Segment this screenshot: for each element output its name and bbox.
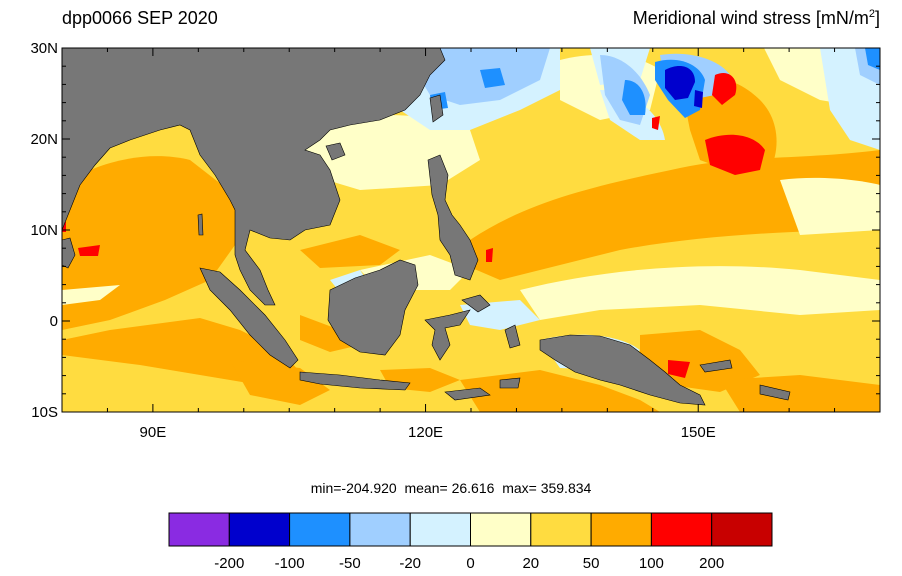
- stat-min: -204.920: [341, 480, 397, 496]
- lat-tick-label: 10N: [30, 222, 58, 239]
- lat-tick-label: 0: [50, 313, 58, 330]
- field-100-200: [62, 72, 765, 378]
- longitude-axis: 90E 120E 150E: [61, 48, 881, 441]
- variable-title: Meridional wind stress [mN/m2]: [632, 8, 880, 28]
- stat-mean: 26.616: [447, 480, 495, 496]
- field-minus200-minus100: [665, 66, 703, 108]
- map-panel: [62, 48, 880, 412]
- lon-tick-label: 150E: [681, 424, 716, 441]
- lat-tick-label: 20N: [30, 131, 58, 148]
- lon-tick-label: 90E: [140, 424, 167, 441]
- lat-tick-label: 10S: [31, 404, 58, 421]
- lat-tick-label: 30N: [30, 40, 58, 57]
- field-statistics: min=-204.920 mean= 26.616 max= 359.834: [310, 480, 592, 496]
- lon-tick-label: 120E: [408, 424, 443, 441]
- latitude-axis-left: 30N 20N 10N 0 10S: [30, 40, 70, 421]
- latitude-axis-right: [872, 47, 880, 413]
- land-masses: [62, 48, 791, 406]
- stat-max: 359.834: [536, 480, 592, 496]
- map-title: dpp0066 SEP 2020: [62, 8, 218, 28]
